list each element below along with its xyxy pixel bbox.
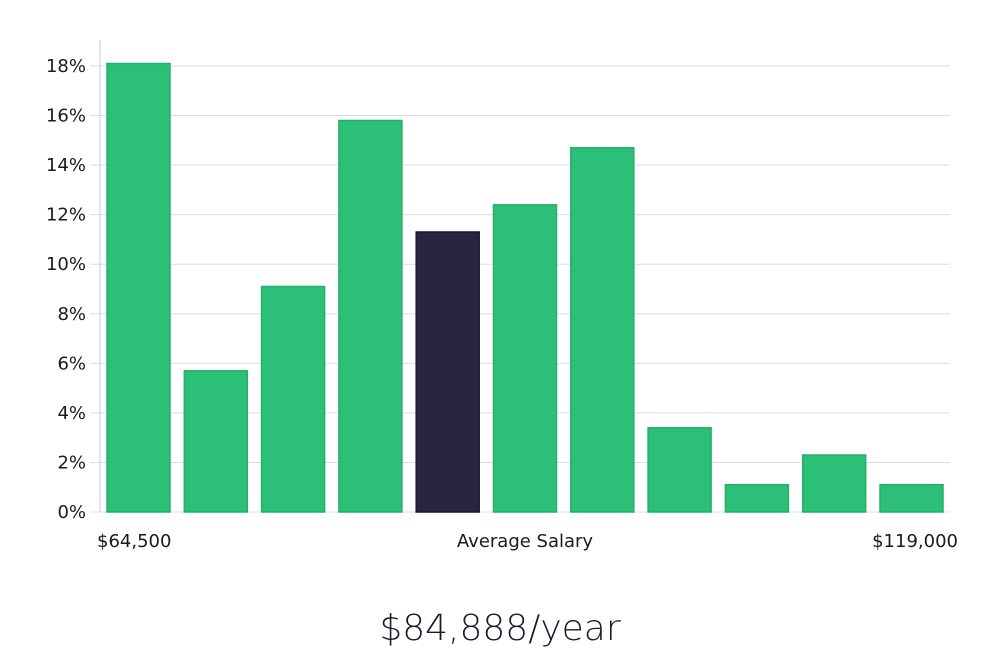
bar [183,370,249,513]
bar [106,62,171,513]
y-tick-label: 0% [57,502,86,523]
bar [879,483,944,513]
y-tick-label: 4% [57,403,86,424]
x-axis-label: Average Salary [457,531,594,552]
bar [724,483,790,513]
bar [338,119,403,513]
bar [647,427,712,513]
bar [492,204,558,513]
y-tick-label: 14% [46,155,86,176]
y-tick-label: 8% [57,304,86,325]
x-max-label: $119,000 [872,531,958,552]
x-min-label: $64,500 [97,531,171,552]
y-tick-label: 16% [46,106,86,127]
bar [260,285,326,513]
bars [106,62,944,513]
y-axis: 0% 2% 4% 6% 8% 10% 12% 14% 16% 18% [46,40,101,523]
y-tick-label: 12% [46,205,86,226]
y-tick-label: 6% [57,353,86,374]
y-tick-label: 10% [46,254,86,275]
y-tick-label: 2% [57,452,86,473]
bar [801,454,867,513]
bar [570,147,635,513]
y-tick-label: 18% [46,56,86,77]
average-salary-value: $84,888/year [379,608,621,649]
bar-highlighted [415,231,480,513]
